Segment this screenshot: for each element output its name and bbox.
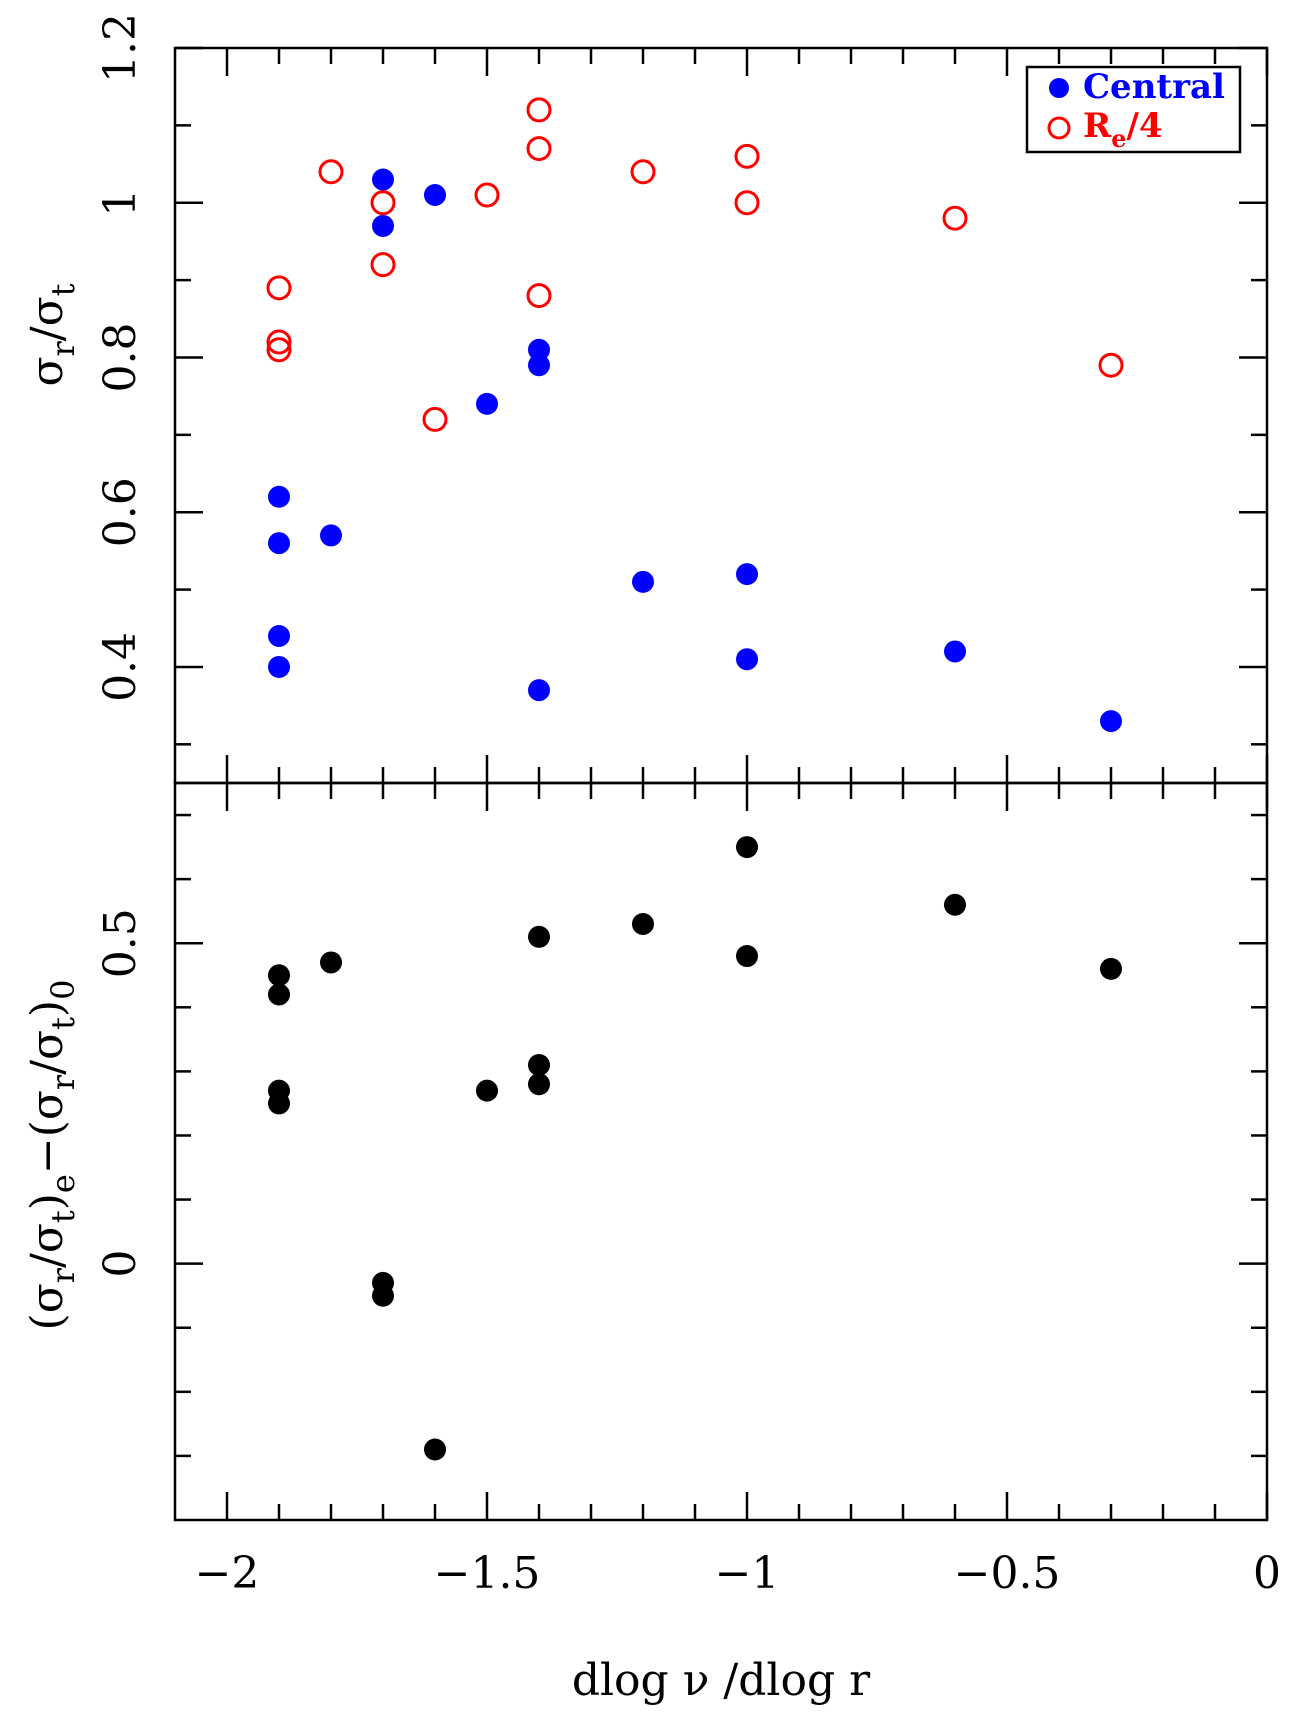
difference-point bbox=[528, 1073, 550, 1096]
re4-point bbox=[422, 406, 448, 432]
x-tick-label: −1 bbox=[715, 1548, 780, 1599]
central-point bbox=[1100, 710, 1122, 733]
top-panel-ytick-labels: 0.4 0.6 0.8 1 1.2 bbox=[95, 13, 146, 702]
difference-point bbox=[944, 893, 966, 916]
difference-point bbox=[528, 925, 550, 948]
top-panel-ylabel: σr/σt bbox=[22, 283, 82, 386]
central-point bbox=[424, 184, 446, 206]
y-tick-label: 0 bbox=[95, 1250, 146, 1278]
re4-point bbox=[526, 97, 552, 123]
bottom-panel-ytick-labels: 00.5 bbox=[95, 908, 146, 1277]
x-tick-label: −1.5 bbox=[434, 1548, 541, 1599]
re4-point bbox=[1098, 352, 1124, 378]
difference-point bbox=[528, 1053, 550, 1076]
bottom-panel-ylabel: (σr/σt)e−(σr/σt)0 bbox=[22, 980, 82, 1331]
legend-re4-label: Re/4 bbox=[1083, 106, 1163, 153]
central-point bbox=[528, 354, 550, 377]
re4-point bbox=[266, 337, 292, 363]
re4-point bbox=[526, 283, 552, 309]
x-tick-label: −0.5 bbox=[954, 1548, 1061, 1599]
re4-point bbox=[630, 159, 656, 185]
re4-point bbox=[734, 190, 760, 216]
y-tick-label: 1 bbox=[95, 189, 146, 217]
central-point bbox=[372, 168, 394, 191]
difference-point bbox=[268, 983, 290, 1006]
y-tick-label: 0.4 bbox=[95, 632, 146, 702]
re4-point bbox=[942, 205, 968, 231]
x-tick-label: −2 bbox=[195, 1548, 260, 1599]
difference-point bbox=[424, 1438, 446, 1461]
difference-point bbox=[632, 912, 654, 935]
legend-central-marker bbox=[1049, 78, 1069, 98]
x-tick-labels: −2 −1.5 −1 −0.5 0 bbox=[195, 1548, 1281, 1599]
difference-point bbox=[268, 1092, 290, 1115]
legend: Central Re/4 bbox=[1025, 65, 1242, 154]
y-tick-label: 0.6 bbox=[95, 477, 146, 547]
difference-point bbox=[372, 1284, 394, 1307]
central-point bbox=[528, 338, 550, 361]
re4-point bbox=[370, 190, 396, 216]
difference-point bbox=[268, 964, 290, 987]
central-point bbox=[736, 563, 758, 586]
y-tick-label: 1.2 bbox=[95, 13, 146, 83]
central-point bbox=[736, 648, 758, 671]
legend-re4-marker bbox=[1047, 116, 1071, 140]
x-tick-label: 0 bbox=[1253, 1548, 1281, 1599]
re4-point bbox=[734, 143, 760, 169]
central-point bbox=[944, 640, 966, 663]
central-point bbox=[268, 485, 290, 508]
re4-point bbox=[370, 252, 396, 278]
re4-series bbox=[266, 97, 1124, 432]
difference-point bbox=[476, 1079, 498, 1102]
re4-point bbox=[474, 182, 500, 208]
difference-series bbox=[268, 836, 1122, 1461]
re4-point bbox=[266, 329, 292, 355]
central-point bbox=[528, 679, 550, 702]
central-point bbox=[632, 570, 654, 593]
bottom-panel: 00.5 −2 −1.5 −1 −0.5 0 (σr/σt)e−(σr/σt)0 dlo… bbox=[22, 781, 1281, 1706]
bottom-panel-frame bbox=[173, 781, 1269, 1522]
difference-point bbox=[736, 945, 758, 968]
central-point bbox=[372, 214, 394, 237]
re4-point bbox=[266, 275, 292, 301]
re4-point bbox=[526, 136, 552, 162]
central-point bbox=[320, 524, 342, 547]
central-series bbox=[268, 168, 1122, 733]
re4-point bbox=[318, 159, 344, 185]
difference-point bbox=[1100, 957, 1122, 980]
y-tick-label: 0.5 bbox=[95, 908, 146, 978]
central-point bbox=[268, 532, 290, 555]
y-tick-label: 0.8 bbox=[95, 322, 146, 392]
x-axis-title: dlog ν /dlog r bbox=[572, 1655, 871, 1706]
central-point bbox=[476, 392, 498, 415]
bottom-panel-ticks bbox=[175, 783, 1269, 1520]
central-point bbox=[268, 655, 290, 678]
legend-central-label: Central bbox=[1083, 67, 1225, 107]
difference-point bbox=[320, 951, 342, 974]
top-panel: 0.4 0.6 0.8 1 1.2 σr/σt Central Re/4 bbox=[22, 13, 1269, 785]
central-point bbox=[268, 625, 290, 647]
difference-point bbox=[736, 836, 758, 859]
